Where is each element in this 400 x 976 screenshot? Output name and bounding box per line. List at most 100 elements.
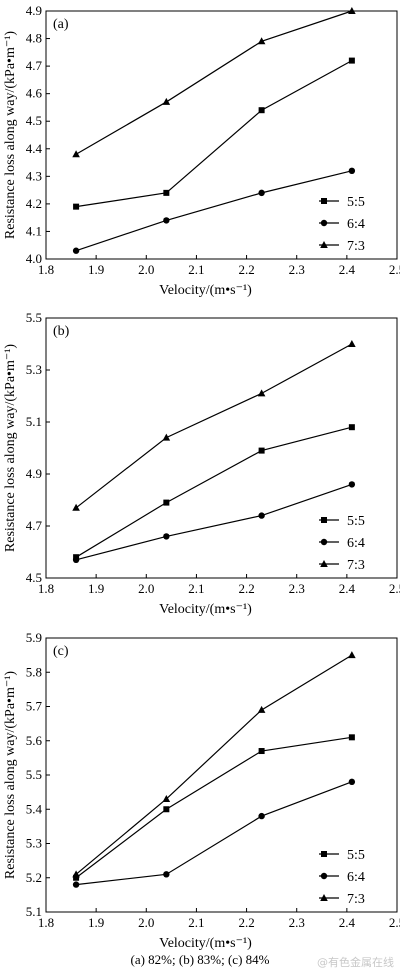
data-point-6:4 — [163, 217, 170, 224]
y-tick-label: 5.5 — [26, 310, 42, 325]
legend-label: 5:5 — [347, 848, 365, 863]
legend-label: 7:3 — [347, 558, 365, 573]
x-axis-label: Velocity/(m•s⁻¹) — [159, 936, 252, 951]
y-tick-label: 5.2 — [26, 870, 42, 885]
x-tick-label: 2.2 — [238, 581, 254, 596]
legend-label: 6:4 — [347, 536, 365, 551]
data-point-5:5 — [258, 748, 265, 755]
x-tick-label: 2.1 — [188, 581, 204, 596]
data-point-7:3 — [72, 870, 80, 878]
y-tick-label: 4.7 — [26, 58, 43, 73]
x-tick-label: 2.1 — [188, 262, 204, 277]
data-point-7:3 — [162, 794, 171, 802]
y-tick-label: 5.4 — [26, 801, 43, 816]
data-point-6:4 — [258, 189, 265, 197]
legend-marker — [321, 198, 327, 204]
chart-panel-0: 1.8 1.9 2.0 2.1 2.2 2.3 2.4 2.5 4.0 4.1 4.2 4.3 4.4 4… — [3, 3, 400, 298]
data-point-7:3 — [162, 433, 171, 441]
series-line-5:5 — [75, 736, 352, 879]
y-tick-label: 4.4 — [26, 141, 43, 156]
x-tick-label: 2.1 — [188, 915, 204, 930]
x-tick-label: 1.9 — [88, 915, 104, 930]
y-tick-label: 5.7 — [26, 699, 43, 714]
data-point-7:3 — [348, 651, 356, 659]
data-point-7:3 — [257, 705, 266, 713]
x-tick-label: 1.8 — [38, 915, 54, 930]
panel-label: (a) — [53, 17, 69, 32]
data-point-5:5 — [163, 499, 170, 506]
x-tick-label: 2.3 — [289, 262, 305, 277]
watermark: @有色金属在线 — [317, 956, 394, 969]
series-line-7:3 — [75, 654, 353, 875]
data-point-6:4 — [348, 167, 356, 175]
data-point-5:5 — [348, 734, 355, 741]
y-axis-label: Resistance loss along way/(kPa•m⁻¹) — [3, 344, 18, 553]
data-point-6:4 — [348, 481, 356, 488]
y-tick-label: 4.1 — [26, 223, 42, 238]
x-tick-label: 2.2 — [238, 915, 254, 930]
y-tick-label: 5.6 — [26, 733, 43, 748]
x-tick-label: 2.2 — [238, 262, 254, 277]
x-tick-label: 2.0 — [138, 915, 154, 930]
legend-marker — [320, 219, 328, 227]
plot-frame — [45, 10, 398, 260]
y-tick-label: 4.0 — [26, 251, 42, 266]
series-line-6:4 — [76, 781, 353, 886]
legend-marker — [320, 560, 328, 567]
y-axis-label: Resistance loss along way/(kPa•m⁻¹) — [3, 671, 18, 880]
series-line-5:5 — [75, 60, 353, 208]
y-tick-label: 5.3 — [26, 362, 42, 377]
data-point-6:4 — [258, 812, 265, 820]
y-tick-label: 4.2 — [26, 196, 42, 211]
x-tick-label: 2.4 — [339, 262, 356, 277]
data-point-5:5 — [163, 189, 170, 196]
y-tick-label: 5.1 — [26, 904, 42, 919]
data-point-6:4 — [72, 556, 80, 563]
figure-caption: (a) 82%; (b) 83%; (c) 84% — [130, 952, 270, 967]
y-tick-label: 4.7 — [26, 518, 43, 533]
y-tick-label: 5.9 — [26, 630, 42, 645]
x-tick-label: 2.3 — [289, 915, 305, 930]
data-point-5:5 — [258, 107, 265, 114]
x-tick-label: 1.8 — [38, 581, 54, 596]
data-point-6:4 — [163, 871, 170, 878]
data-point-5:5 — [163, 806, 170, 813]
y-tick-label: 5.8 — [26, 664, 42, 679]
y-tick-label: 4.5 — [26, 113, 42, 128]
data-point-7:3 — [162, 97, 171, 105]
y-tick-label: 4.9 — [26, 466, 42, 481]
y-tick-label: 4.6 — [26, 86, 43, 101]
y-tick-label: 4.3 — [26, 168, 42, 183]
legend-marker — [320, 872, 328, 880]
data-point-7:3 — [72, 150, 80, 158]
y-tick-label: 5.1 — [26, 414, 42, 429]
data-point-7:3 — [348, 340, 356, 347]
series-line-6:4 — [75, 483, 353, 561]
y-tick-label: 5.5 — [26, 767, 42, 782]
legend-label: 6:4 — [347, 217, 365, 232]
x-tick-label: 2.5 — [389, 581, 400, 596]
data-point-5:5 — [348, 424, 355, 431]
series-line-7:3 — [75, 343, 353, 509]
legend-label: 5:5 — [347, 195, 365, 210]
chart-panel-1: 1.8 1.9 2.0 2.1 2.2 2.3 2.4 2.5 4.5 4.7 4.9 5.1 5.3 5… — [3, 310, 400, 617]
data-point-7:3 — [257, 37, 266, 45]
x-tick-label: 2.0 — [138, 581, 154, 596]
x-tick-label: 2.5 — [389, 262, 400, 277]
y-tick-label: 4.5 — [26, 570, 42, 585]
data-point-6:4 — [163, 533, 170, 540]
y-tick-label: 4.8 — [26, 31, 42, 46]
data-point-6:4 — [348, 778, 356, 786]
data-point-7:3 — [348, 7, 356, 14]
y-tick-label: 5.3 — [26, 836, 42, 851]
data-point-5:5 — [348, 57, 355, 64]
legend-marker — [321, 851, 327, 857]
data-point-6:4 — [72, 881, 80, 888]
legend-marker — [320, 894, 328, 901]
legend-label: 6:4 — [347, 870, 365, 885]
series-line-7:3 — [75, 10, 353, 155]
x-tick-label: 1.9 — [88, 581, 104, 596]
panel-label: (c) — [53, 644, 69, 659]
legend-label: 7:3 — [347, 239, 365, 254]
